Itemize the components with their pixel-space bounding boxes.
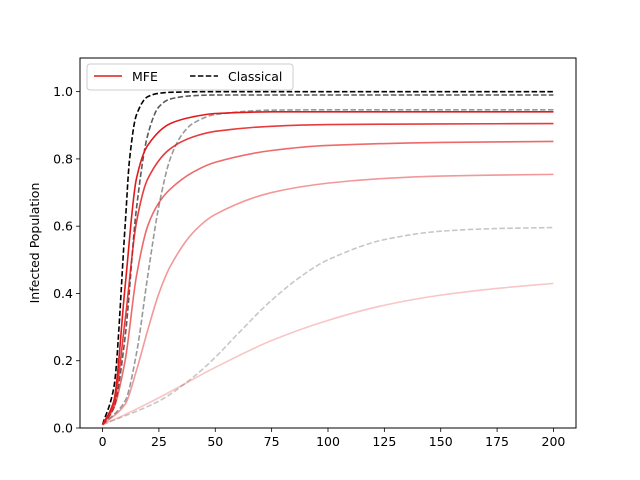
y-tick-label: 0.8 [53, 151, 73, 166]
classical-series-line-5 [101, 90, 554, 425]
x-tick-label: 0 [99, 434, 107, 449]
x-tick-label: 25 [151, 434, 167, 449]
y-tick-label: 0.4 [53, 286, 73, 301]
mfe-series-line-1 [101, 122, 554, 426]
y-tick-label: 0.2 [53, 353, 73, 368]
x-tick-label: 200 [542, 434, 566, 449]
y-tick-label: 1.0 [53, 84, 73, 99]
y-tick-label: 0.0 [53, 421, 73, 436]
legend-label-mfe: MFE [132, 69, 158, 84]
x-tick-label: 75 [264, 434, 280, 449]
x-tick-label: 175 [485, 434, 509, 449]
classical-series-line-7 [101, 108, 554, 426]
legend: MFE Classical [86, 63, 294, 91]
classical-series-line-6 [101, 94, 554, 426]
mfe-series-line-2 [101, 140, 554, 426]
x-tick-label: 50 [207, 434, 223, 449]
classical-series-line-8 [102, 226, 554, 426]
mfe-series-line-4 [102, 282, 554, 426]
legend-box [86, 63, 294, 91]
series-layer [101, 90, 554, 426]
x-axis: 0 25 50 75 100 125 150 175 200 [99, 428, 566, 449]
legend-label-classical: Classical [228, 69, 282, 84]
mfe-series-line-0 [101, 111, 554, 425]
mfe-series-line-3 [102, 173, 554, 426]
y-tick-label: 0.6 [53, 219, 73, 234]
x-tick-label: 125 [372, 434, 396, 449]
y-axis-label: Infected Population [27, 183, 42, 304]
y-axis: 0.0 0.2 0.4 0.6 0.8 1.0 [53, 84, 80, 436]
x-tick-label: 150 [429, 434, 453, 449]
x-tick-label: 100 [316, 434, 340, 449]
